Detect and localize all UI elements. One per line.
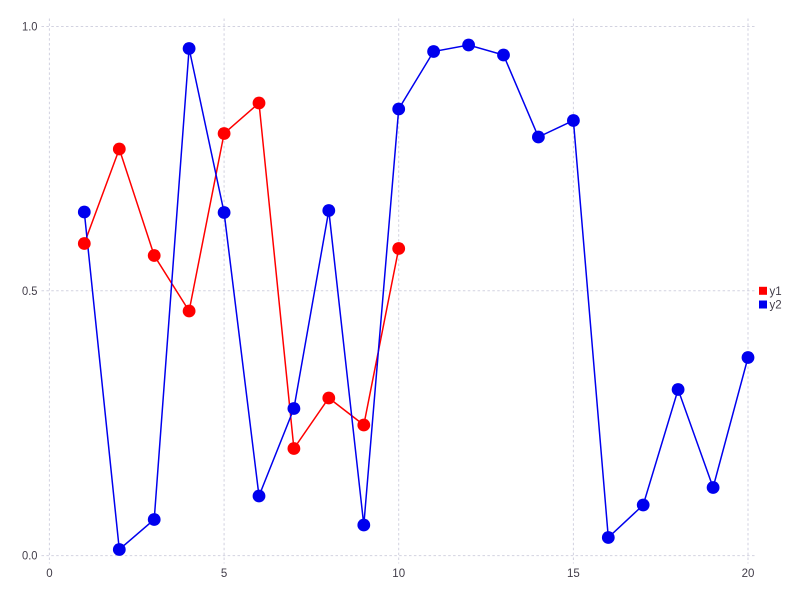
svg-text:0: 0 [46, 568, 52, 580]
svg-text:0.5: 0.5 [22, 286, 38, 298]
svg-text:20: 20 [742, 568, 755, 580]
svg-text:5: 5 [221, 568, 227, 580]
svg-text:y2: y2 [770, 300, 782, 312]
svg-text:15: 15 [567, 568, 580, 580]
svg-text:y1: y1 [770, 286, 782, 298]
svg-text:1.0: 1.0 [22, 22, 38, 34]
svg-text:10: 10 [392, 568, 405, 580]
svg-text:0.0: 0.0 [22, 551, 38, 563]
